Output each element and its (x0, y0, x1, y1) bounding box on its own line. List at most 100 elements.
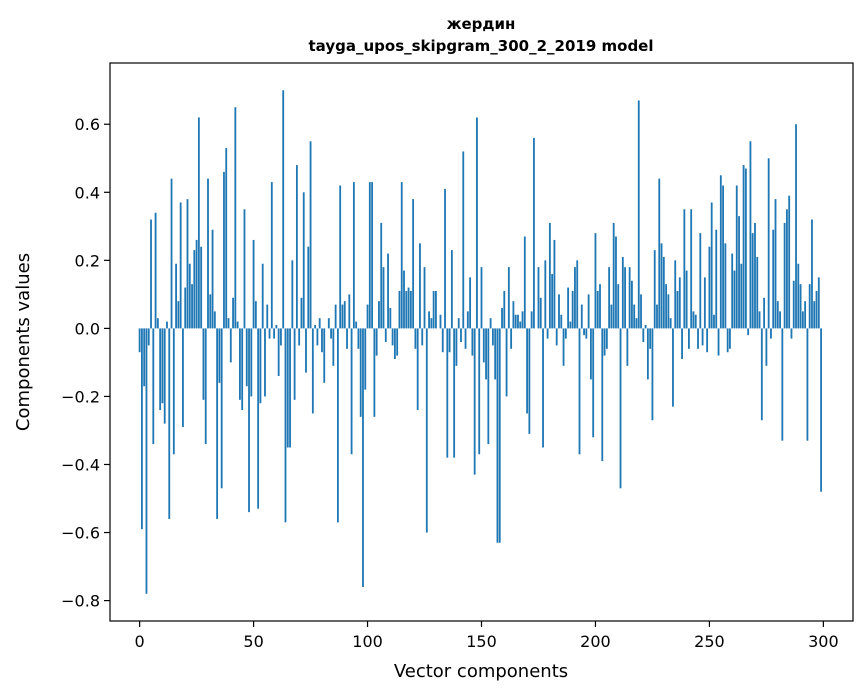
bar (428, 311, 430, 329)
bar (667, 294, 670, 329)
bar (564, 328, 567, 339)
bar (152, 328, 155, 445)
bar (815, 290, 818, 329)
bar (400, 182, 403, 329)
bar (628, 267, 631, 329)
bar (177, 301, 180, 329)
bar (179, 202, 182, 329)
bar (252, 239, 255, 329)
bar (143, 328, 146, 387)
bar (662, 256, 665, 329)
bar (398, 290, 401, 329)
bar (660, 243, 663, 329)
bar (763, 297, 766, 329)
bar (371, 182, 374, 329)
y-axis-label: Components values (13, 253, 34, 431)
bar (448, 328, 451, 353)
bar (795, 124, 797, 329)
bar (275, 324, 278, 329)
bar (266, 304, 269, 329)
bar (471, 328, 474, 356)
bar (232, 297, 234, 329)
bar (339, 185, 342, 329)
bar (446, 328, 449, 458)
bar (729, 328, 731, 349)
bar (350, 328, 353, 455)
bar (640, 294, 642, 329)
bar (170, 178, 173, 329)
bar (311, 328, 314, 414)
bar (544, 260, 547, 329)
bar (811, 219, 813, 329)
bar (653, 250, 656, 329)
bar (243, 209, 246, 329)
bar (612, 222, 615, 329)
bar (435, 290, 437, 329)
bar (722, 185, 724, 329)
bar (717, 328, 720, 356)
bar (708, 246, 711, 329)
y-tick-label: −0.4 (61, 455, 100, 474)
bar (273, 328, 276, 339)
bar (295, 165, 298, 329)
bar (159, 328, 162, 411)
bar (494, 328, 497, 380)
bar (175, 263, 177, 329)
y-tick-label: 0.0 (75, 319, 100, 338)
bar (587, 294, 590, 329)
bar (302, 192, 305, 329)
bar (589, 328, 592, 380)
bar (669, 318, 672, 329)
bar (713, 314, 715, 329)
bar (678, 277, 681, 329)
bar (318, 318, 321, 329)
bar (756, 256, 759, 329)
bar (633, 304, 636, 329)
bar (672, 328, 674, 407)
bar (362, 328, 364, 587)
bar (533, 137, 535, 329)
bar (731, 253, 734, 329)
bar (799, 284, 802, 329)
bar (774, 199, 777, 329)
bar (261, 263, 264, 329)
bar (359, 328, 362, 417)
bar (387, 253, 389, 329)
bar (332, 328, 335, 366)
bar (765, 328, 768, 366)
bar (145, 328, 148, 594)
bar (259, 328, 262, 404)
bar (512, 301, 515, 329)
bar (307, 246, 310, 329)
bar (496, 328, 499, 543)
bar (542, 328, 544, 448)
bar (801, 311, 804, 329)
bar (250, 328, 253, 397)
bar (163, 328, 166, 424)
bar (571, 290, 574, 329)
bar (298, 328, 301, 346)
bar (505, 328, 508, 397)
x-tick-label: 50 (243, 632, 263, 651)
bar (330, 328, 332, 339)
bar (334, 304, 337, 329)
x-tick-label: 0 (135, 632, 145, 651)
bar (797, 263, 800, 329)
bar (405, 290, 408, 329)
bar (141, 328, 143, 530)
bar (225, 148, 228, 329)
bar (528, 328, 531, 434)
bar (790, 328, 793, 339)
bar (754, 222, 756, 329)
y-tick-label: 0.2 (75, 251, 100, 270)
bar (517, 314, 519, 329)
bar (469, 277, 472, 329)
bar (569, 321, 572, 329)
bar (585, 328, 588, 339)
bar (690, 209, 693, 329)
bar (646, 328, 649, 380)
bar (491, 328, 494, 346)
bar (820, 328, 822, 492)
y-tick-label: −0.6 (61, 524, 100, 543)
bar (289, 328, 291, 448)
